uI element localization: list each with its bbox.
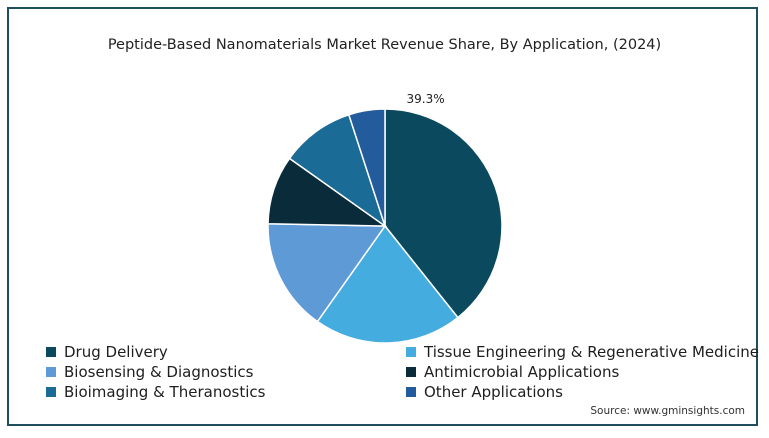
legend-item-drug-delivery: Drug Delivery [46, 342, 168, 362]
legend-swatch [46, 347, 56, 357]
legend-label: Biosensing & Diagnostics [64, 363, 254, 381]
legend-label: Tissue Engineering & Regenerative Medici… [424, 343, 759, 361]
legend-swatch [406, 347, 416, 357]
data-label: 39.3% [406, 92, 444, 106]
pie-slice-bioimaging-theranostics [288, 113, 387, 228]
legend-label: Antimicrobial Applications [424, 363, 620, 381]
legend-swatch [406, 387, 416, 397]
pie-slice-drug-delivery [384, 108, 503, 319]
legend-swatch [46, 387, 56, 397]
legend-item-antimicrobial: Antimicrobial Applications [406, 362, 619, 382]
legend-label: Other Applications [424, 383, 563, 401]
legend-label: Bioimaging & Theranostics [64, 383, 266, 401]
legend-item-biosensing: Biosensing & Diagnostics [46, 362, 253, 382]
legend-item-tissue-engineering: Tissue Engineering & Regenerative Medici… [406, 342, 759, 362]
legend-item-bioimaging: Bioimaging & Theranostics [46, 382, 265, 402]
pie-slice-biosensing-diagnostics [267, 223, 387, 323]
pie-slice-other-applications [347, 108, 386, 227]
source-note: Source: www.gminsights.com [590, 405, 745, 417]
legend-item-other: Other Applications [406, 382, 563, 402]
legend-swatch [46, 367, 56, 377]
legend-label: Drug Delivery [64, 343, 168, 361]
chart-title: Peptide-Based Nanomaterials Market Reven… [107, 37, 662, 53]
pie-slice-tissue-engineering-regenerative-medicine [316, 224, 459, 344]
legend-swatch [406, 367, 416, 377]
